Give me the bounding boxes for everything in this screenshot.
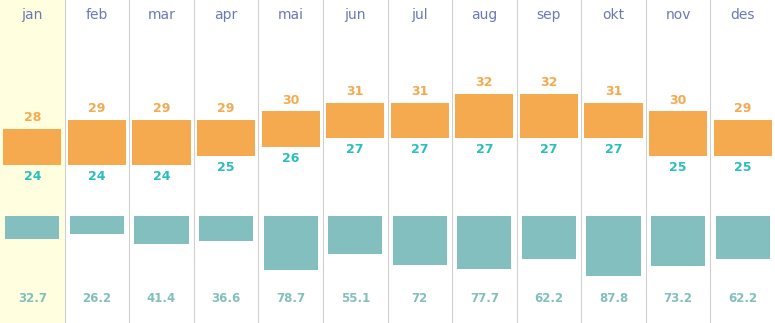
Bar bbox=[587, 216, 641, 276]
Text: 32.7: 32.7 bbox=[18, 292, 46, 305]
Bar bbox=[457, 216, 512, 269]
Text: 29: 29 bbox=[217, 102, 235, 115]
Text: des: des bbox=[731, 8, 755, 22]
Text: apr: apr bbox=[215, 8, 238, 22]
Bar bbox=[522, 216, 576, 259]
Text: 62.2: 62.2 bbox=[535, 292, 563, 305]
Text: aug: aug bbox=[471, 8, 498, 22]
Bar bbox=[70, 216, 124, 234]
Text: jan: jan bbox=[22, 8, 43, 22]
Text: 31: 31 bbox=[604, 85, 622, 98]
Text: 25: 25 bbox=[670, 161, 687, 174]
Bar bbox=[328, 216, 382, 254]
Text: mai: mai bbox=[277, 8, 304, 22]
Text: 62.2: 62.2 bbox=[728, 292, 757, 305]
Text: mar: mar bbox=[147, 8, 175, 22]
Text: 55.1: 55.1 bbox=[340, 292, 370, 305]
Text: 41.4: 41.4 bbox=[146, 292, 176, 305]
Bar bbox=[715, 216, 770, 259]
Text: 27: 27 bbox=[540, 143, 558, 156]
Text: 30: 30 bbox=[670, 94, 687, 107]
Text: 24: 24 bbox=[88, 170, 105, 182]
Text: jun: jun bbox=[344, 8, 366, 22]
Text: 31: 31 bbox=[346, 85, 364, 98]
Text: 72: 72 bbox=[412, 292, 428, 305]
Text: 32: 32 bbox=[540, 76, 558, 89]
Text: 26.2: 26.2 bbox=[82, 292, 112, 305]
Bar bbox=[261, 111, 319, 147]
Text: 25: 25 bbox=[734, 161, 752, 174]
Text: 27: 27 bbox=[411, 143, 429, 156]
Text: 27: 27 bbox=[346, 143, 364, 156]
Bar bbox=[264, 216, 318, 270]
Bar bbox=[714, 120, 772, 156]
Text: okt: okt bbox=[602, 8, 625, 22]
Text: 24: 24 bbox=[153, 170, 170, 182]
Bar bbox=[520, 94, 578, 138]
Text: 78.7: 78.7 bbox=[276, 292, 305, 305]
Bar bbox=[649, 111, 707, 156]
Text: 36.6: 36.6 bbox=[212, 292, 241, 305]
Bar bbox=[197, 120, 255, 156]
Bar bbox=[68, 120, 126, 165]
Text: 27: 27 bbox=[604, 143, 622, 156]
Text: 77.7: 77.7 bbox=[470, 292, 499, 305]
Text: sep: sep bbox=[537, 8, 561, 22]
Text: 30: 30 bbox=[282, 94, 299, 107]
Text: 32: 32 bbox=[476, 76, 493, 89]
Text: feb: feb bbox=[86, 8, 108, 22]
Bar bbox=[455, 94, 513, 138]
Text: 87.8: 87.8 bbox=[599, 292, 629, 305]
Bar bbox=[199, 216, 253, 241]
Text: 25: 25 bbox=[217, 161, 235, 174]
Bar bbox=[133, 120, 191, 165]
Text: 26: 26 bbox=[282, 152, 299, 165]
Text: 29: 29 bbox=[88, 102, 105, 115]
Bar bbox=[5, 216, 60, 239]
Bar bbox=[3, 129, 61, 165]
Text: 29: 29 bbox=[153, 102, 170, 115]
Bar bbox=[393, 216, 447, 265]
Text: 28: 28 bbox=[23, 111, 41, 124]
Bar bbox=[584, 103, 642, 138]
Text: 24: 24 bbox=[23, 170, 41, 182]
Text: 29: 29 bbox=[734, 102, 752, 115]
Bar bbox=[651, 216, 705, 266]
Text: jul: jul bbox=[412, 8, 428, 22]
Bar bbox=[391, 103, 449, 138]
Bar bbox=[0, 0, 64, 323]
Bar bbox=[134, 216, 188, 245]
Text: nov: nov bbox=[666, 8, 691, 22]
Text: 27: 27 bbox=[476, 143, 493, 156]
Text: 31: 31 bbox=[411, 85, 429, 98]
Text: 73.2: 73.2 bbox=[663, 292, 693, 305]
Bar bbox=[326, 103, 384, 138]
